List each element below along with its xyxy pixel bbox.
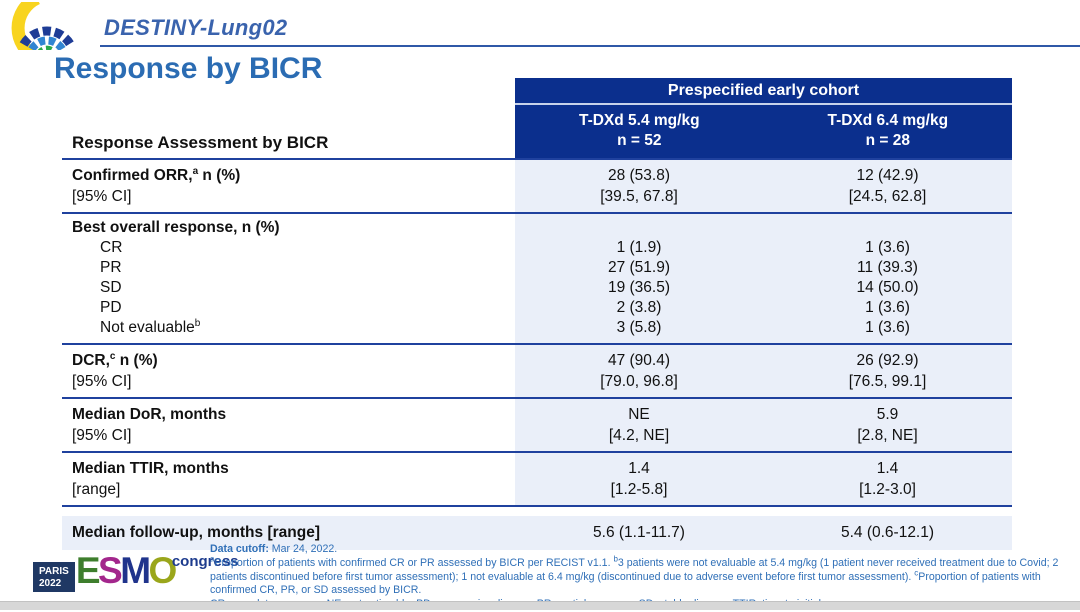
cell-range: [1.2-3.0]: [859, 481, 916, 498]
cell-dcr-64: 26 (92.9) [76.5, 99.1]: [763, 345, 1012, 397]
cell-value: 12 (42.9): [856, 167, 919, 184]
footnote-marker: a: [192, 165, 199, 177]
cell-value: 27 (51.9): [607, 259, 671, 276]
cell-value: 2 (3.8): [616, 299, 662, 316]
table-row-dcr: DCR,c n (%) [95% CI] 47 (90.4) [79.0, 96…: [62, 343, 1012, 397]
row-label-text: Confirmed ORR,: [72, 167, 193, 184]
cohort-header-block: Prespecified early cohort T-DXd 5.4 mg/k…: [515, 78, 1012, 158]
row-sublabel: [95% CI]: [72, 373, 132, 390]
table-row-orr: Confirmed ORR,a n (%) [95% CI] 28 (53.8)…: [62, 158, 1012, 212]
table-row-followup: Median follow-up, months [range] 5.6 (1.…: [62, 516, 1012, 550]
cell-bor-54: 1 (1.9) 27 (51.9) 19 (36.5) 2 (3.8) 3 (5…: [515, 214, 763, 343]
cell-value: 47 (90.4): [607, 352, 671, 369]
cell-dor-64: 5.9 [2.8, NE]: [763, 399, 1012, 451]
cell-dcr-54: 47 (90.4) [79.0, 96.8]: [515, 345, 763, 397]
cell-value: 1 (1.9): [616, 239, 662, 256]
header-rule: [100, 45, 1080, 47]
sub-row-sd: SD: [100, 279, 122, 296]
cell-value: 26 (92.9): [856, 352, 919, 369]
esmo-wordmark: ESMO: [75, 550, 178, 591]
results-table: Response Assessment by BICR Prespecified…: [62, 78, 1012, 550]
cell-value: 1.4: [876, 460, 899, 477]
cell-ci: [39.5, 67.8]: [600, 188, 678, 205]
row-label: Confirmed ORR,a n (%) [95% CI]: [62, 160, 515, 212]
congress-label: congress: [171, 553, 239, 570]
row-sublabel: [range]: [72, 481, 121, 498]
cell-orr-64: 12 (42.9) [24.5, 62.8]: [763, 160, 1012, 212]
sub-row-not-evaluable: Not evaluableb: [100, 317, 201, 336]
cell-value: 1 (3.6): [865, 319, 910, 336]
table-row-dor: Median DoR, months [95% CI] NE [4.2, NE]…: [62, 397, 1012, 451]
cell-value: 1.4: [628, 460, 650, 477]
row-label-text: Median DoR, months: [72, 406, 227, 423]
column-n: n = 28: [865, 132, 910, 149]
group-header: Prespecified early cohort: [515, 78, 1012, 105]
cell-ci: [24.5, 62.8]: [848, 188, 927, 205]
cell-orr-54: 28 (53.8) [39.5, 67.8]: [515, 160, 763, 212]
sub-row-pd: PD: [100, 299, 122, 316]
row-label: Best overall response, n (%) CR PR SD PD…: [62, 214, 515, 343]
row-label-text: Median follow-up, months [range]: [72, 524, 320, 541]
study-name: DESTINY-Lung02: [104, 15, 288, 40]
row-label: DCR,c n (%) [95% CI]: [62, 345, 515, 397]
sub-row-cr: CR: [100, 239, 123, 256]
data-cutoff-line: Data cutoff: Mar 24, 2022.: [210, 543, 1074, 557]
cell-value: 5.9: [876, 406, 899, 423]
cell-ci: [79.0, 96.8]: [600, 373, 678, 390]
page-title: Response by BICR: [54, 52, 323, 85]
row-label-text: n (%): [198, 167, 241, 184]
cell-ci: [2.8, NE]: [857, 427, 918, 444]
table-header: Response Assessment by BICR Prespecified…: [62, 78, 1012, 158]
cell-value: 1 (3.6): [865, 239, 910, 256]
row-label-text: Median TTIR, months: [72, 460, 229, 477]
row-sublabel: [95% CI]: [72, 427, 132, 444]
row-sublabel: [95% CI]: [72, 188, 132, 205]
table-row-ttir: Median TTIR, months [range] 1.4 [1.2-5.8…: [62, 451, 1012, 507]
esmo-congress-logo: PARIS 2022 ESMO congress: [33, 551, 239, 592]
destiny-fan-logo-icon: [11, 2, 74, 50]
column-name: T-DXd 6.4 mg/kg: [827, 112, 949, 129]
data-cutoff-label: Data cutoff:: [210, 543, 269, 555]
cell-value: 11 (39.3): [857, 259, 918, 276]
footnote-abc: aProportion of patients with confirmed C…: [210, 554, 1059, 597]
cell-range: [1.2-5.8]: [610, 481, 668, 498]
table-row-best-overall-response: Best overall response, n (%) CR PR SD PD…: [62, 212, 1012, 343]
cell-followup-54: 5.6 (1.1-11.7): [593, 524, 685, 541]
cell-value: 3 (5.8): [616, 319, 662, 336]
congress-city: PARIS: [39, 566, 69, 577]
column-header-64: T-DXd 6.4 mg/kg n = 28: [764, 105, 1013, 158]
cell-ci: [4.2, NE]: [608, 427, 670, 444]
column-header-54: T-DXd 5.4 mg/kg n = 52: [515, 105, 764, 158]
congress-year: 2022: [39, 577, 62, 589]
cell-followup-64: 5.4 (0.6-12.1): [840, 524, 935, 541]
row-label-text: n (%): [115, 352, 158, 369]
cell-value: NE: [628, 406, 650, 423]
cell-dor-54: NE [4.2, NE]: [515, 399, 763, 451]
cell-value: 28 (53.8): [607, 167, 671, 184]
cell-ttir-54: 1.4 [1.2-5.8]: [515, 453, 763, 505]
paris-2022-badge: PARIS 2022: [33, 562, 75, 592]
row-label-text: Best overall response, n (%): [72, 219, 280, 236]
cell-value: 14 (50.0): [856, 279, 919, 296]
row-label-text: DCR,: [72, 352, 110, 369]
data-cutoff-value: Mar 24, 2022.: [268, 543, 338, 555]
column-name: T-DXd 5.4 mg/kg: [578, 112, 700, 129]
sub-row-pr: PR: [100, 259, 122, 276]
footnote-marker: c: [109, 350, 116, 362]
cell-bor-64: 1 (3.6) 11 (39.3) 14 (50.0) 1 (3.6) 1 (3…: [763, 214, 1012, 343]
row-label: Median TTIR, months [range]: [62, 453, 515, 505]
stub-header: Response Assessment by BICR: [72, 133, 329, 152]
cell-ttir-64: 1.4 [1.2-3.0]: [763, 453, 1012, 505]
cell-value: 19 (36.5): [607, 279, 671, 296]
cell-ci: [76.5, 99.1]: [848, 373, 927, 390]
slide-bottom-edge: [0, 601, 1080, 610]
cell-value: 1 (3.6): [865, 299, 910, 316]
column-n: n = 52: [617, 132, 662, 149]
row-label: Median DoR, months [95% CI]: [62, 399, 515, 451]
